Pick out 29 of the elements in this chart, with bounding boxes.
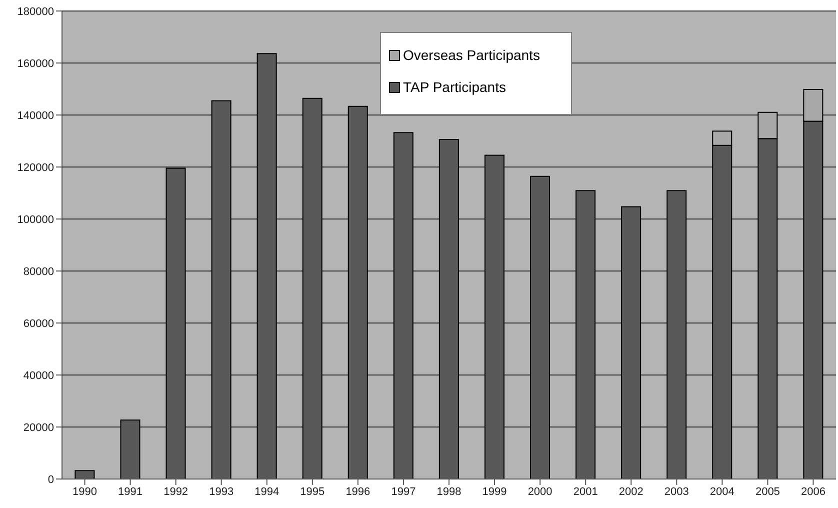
x-tick-label: 1995 [300,486,325,498]
x-tick-label: 2000 [528,486,552,498]
x-tick-label: 1990 [72,486,98,498]
y-tick-label: 140000 [17,110,54,122]
x-tick-label: 2001 [573,486,598,498]
x-tick-label: 1994 [254,486,280,498]
x-tick-label: 1996 [346,486,370,498]
y-tick-label: 60000 [23,318,54,330]
y-tick-label: 100000 [17,214,54,226]
x-tick-label: 2004 [710,486,734,498]
x-tick-label: 2002 [618,486,644,498]
x-tick-label: 1993 [209,486,234,498]
legend-label: Overseas Participants [403,47,540,63]
y-tick-label: 80000 [23,266,54,278]
x-tick-label: 2005 [755,486,780,498]
y-tick-label: 40000 [23,370,54,382]
legend-label: TAP Participants [403,79,506,95]
y-tick-label: 180000 [17,6,54,18]
y-tick-label: 120000 [17,162,54,174]
y-tick-label: 0 [48,474,54,486]
x-tick-label: 1991 [118,486,143,498]
x-tick-label: 1997 [391,486,416,498]
x-tick-label: 1992 [164,486,188,498]
x-tick-label: 1998 [436,486,462,498]
x-tick-label: 1999 [482,486,507,498]
y-tick-label: 160000 [17,58,54,70]
x-tick-label: 2003 [664,486,689,498]
x-tick-label: 2006 [800,486,826,498]
y-tick-label: 20000 [23,422,54,434]
